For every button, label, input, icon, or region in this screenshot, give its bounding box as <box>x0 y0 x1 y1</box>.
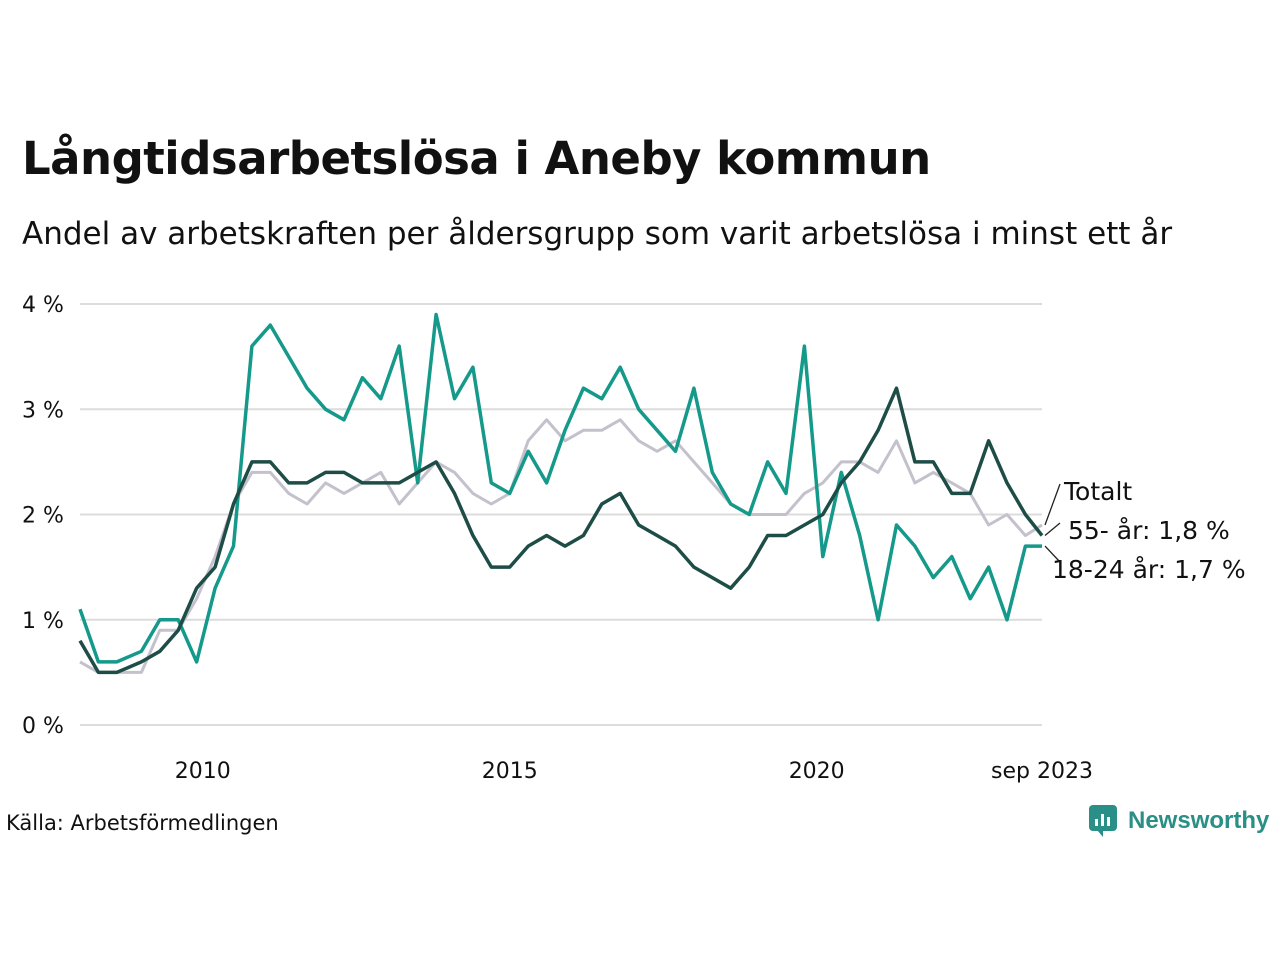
x-tick-label: 2015 <box>482 759 538 784</box>
chart-title: Långtidsarbetslösa i Aneby kommun <box>22 132 931 185</box>
x-tick-label: 2020 <box>789 759 845 784</box>
y-axis-ticks: 0 % 1 % 2 % 3 % 4 % <box>22 293 64 739</box>
end-label-age18_24: 18-24 år: 1,7 % <box>1052 555 1246 584</box>
y-tick-label: 4 % <box>22 293 64 318</box>
x-tick-label: 2010 <box>175 759 231 784</box>
series-end-labels: Totalt 55- år: 1,8 % 18-24 år: 1,7 % <box>1044 477 1246 584</box>
brand-logo: Newsworthy <box>1088 804 1269 838</box>
x-axis-ticks: 2010 2015 2020 sep 2023 <box>175 759 1093 784</box>
series-line-age18_24 <box>78 312 1042 664</box>
leader-line-total <box>1044 483 1061 526</box>
end-label-total: Totalt <box>1063 477 1132 506</box>
series-line-age55 <box>78 386 1044 675</box>
source-note: Källa: Arbetsförmedlingen <box>6 811 279 835</box>
gridlines <box>80 303 1042 726</box>
y-tick-label: 3 % <box>22 398 64 423</box>
brand-name: Newsworthy <box>1128 807 1270 834</box>
x-tick-label: sep 2023 <box>991 759 1093 784</box>
series-line-total <box>79 418 1043 674</box>
end-label-age55: 55- år: 1,8 % <box>1068 516 1230 545</box>
y-tick-label: 0 % <box>22 714 64 739</box>
leader-line-age55 <box>1044 522 1061 537</box>
chart-subtitle: Andel av arbetskraften per åldersgrupp s… <box>22 216 1173 252</box>
y-tick-label: 2 % <box>22 504 64 529</box>
y-tick-label: 1 % <box>22 609 64 634</box>
leader-line-age18_24 <box>1044 545 1061 563</box>
series-lines <box>78 312 1044 675</box>
newsworthy-logo-icon <box>1089 805 1117 837</box>
